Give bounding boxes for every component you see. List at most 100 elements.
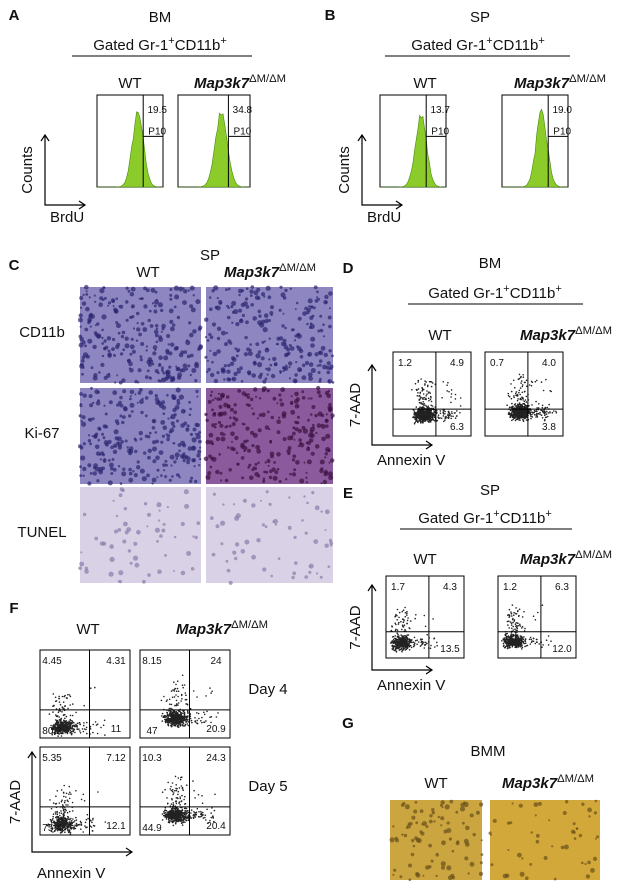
genotype-name: WT xyxy=(428,327,451,344)
event-dot xyxy=(515,643,517,645)
event-dot xyxy=(163,716,165,718)
gate-label: Gated Gr-1+CD11b+ xyxy=(428,283,562,302)
cell xyxy=(261,356,265,360)
event-dot xyxy=(555,411,557,413)
event-dot xyxy=(414,642,416,644)
genotype-superscript: ΔM/ΔM xyxy=(249,73,286,85)
event-dot xyxy=(407,646,409,648)
cell xyxy=(159,450,164,455)
event-dot xyxy=(211,716,213,718)
cell xyxy=(242,423,245,426)
panel-letter: C xyxy=(9,257,20,274)
cell xyxy=(243,499,247,503)
event-dot xyxy=(519,407,521,409)
quadrant-value: 24 xyxy=(210,656,222,667)
event-dot xyxy=(503,646,505,648)
cell xyxy=(245,297,248,300)
cell xyxy=(135,563,140,568)
event-dot xyxy=(60,810,62,812)
event-dot xyxy=(529,639,531,641)
cell xyxy=(327,379,332,384)
event-dot xyxy=(175,721,177,723)
cell xyxy=(220,521,225,526)
cell xyxy=(211,409,214,412)
cell xyxy=(130,403,135,408)
event-dot xyxy=(430,645,432,647)
cell xyxy=(161,331,163,333)
cell xyxy=(172,408,176,412)
cell xyxy=(292,472,296,476)
panel-letter: A xyxy=(9,7,20,24)
cell xyxy=(318,371,321,374)
event-dot xyxy=(205,695,207,697)
event-dot xyxy=(67,816,69,818)
event-dot xyxy=(97,733,99,735)
cell xyxy=(152,459,156,463)
cell xyxy=(271,314,273,316)
event-dot xyxy=(545,417,547,419)
event-dot xyxy=(536,641,538,643)
cell xyxy=(79,296,83,300)
event-dot xyxy=(430,411,432,413)
event-dot xyxy=(180,721,182,723)
cell xyxy=(298,438,302,442)
event-dot xyxy=(401,644,403,646)
cell xyxy=(199,458,201,460)
cell xyxy=(206,419,209,422)
event-dot xyxy=(406,634,408,636)
event-dot xyxy=(447,414,449,416)
cell xyxy=(219,424,223,428)
cell xyxy=(165,370,169,374)
event-dot xyxy=(423,397,425,399)
event-dot xyxy=(63,785,65,787)
event-dot xyxy=(430,405,432,407)
cell xyxy=(174,347,178,351)
cell xyxy=(191,307,196,312)
event-dot xyxy=(515,613,517,615)
genotype-name: WT xyxy=(413,551,436,568)
event-dot xyxy=(532,416,534,418)
event-dot xyxy=(514,619,516,621)
cell xyxy=(318,351,321,354)
event-dot xyxy=(522,384,524,386)
cell xyxy=(94,301,96,303)
cell xyxy=(125,440,128,443)
cell xyxy=(230,362,234,366)
cell xyxy=(248,351,253,356)
genotype-label: WT xyxy=(428,327,451,344)
cell xyxy=(176,388,181,393)
event-dot xyxy=(450,396,452,398)
event-dot xyxy=(55,795,57,797)
event-dot xyxy=(415,416,417,418)
event-dot xyxy=(55,813,57,815)
genotype-label: WT xyxy=(118,75,141,92)
cell xyxy=(279,372,281,374)
cell xyxy=(269,338,271,340)
event-dot xyxy=(516,412,518,414)
event-dot xyxy=(67,708,69,710)
cell xyxy=(307,459,312,464)
event-dot xyxy=(523,611,525,613)
event-dot xyxy=(173,712,175,714)
event-dot xyxy=(547,407,549,409)
cell xyxy=(251,373,256,378)
event-dot xyxy=(407,620,409,622)
cell xyxy=(229,342,232,345)
cell xyxy=(206,371,208,373)
event-dot xyxy=(166,719,168,721)
event-dot xyxy=(184,718,186,720)
cell xyxy=(225,288,228,291)
event-dot xyxy=(172,724,174,726)
event-dot xyxy=(427,385,429,387)
genotype-name: WT xyxy=(118,75,141,92)
event-dot xyxy=(392,636,394,638)
cell xyxy=(88,439,91,442)
cell xyxy=(137,402,139,404)
event-dot xyxy=(64,811,66,813)
event-dot xyxy=(52,816,54,818)
cell xyxy=(256,288,260,292)
cell xyxy=(161,378,166,383)
cell xyxy=(327,371,331,375)
cell xyxy=(112,390,117,395)
event-dot xyxy=(520,376,522,378)
